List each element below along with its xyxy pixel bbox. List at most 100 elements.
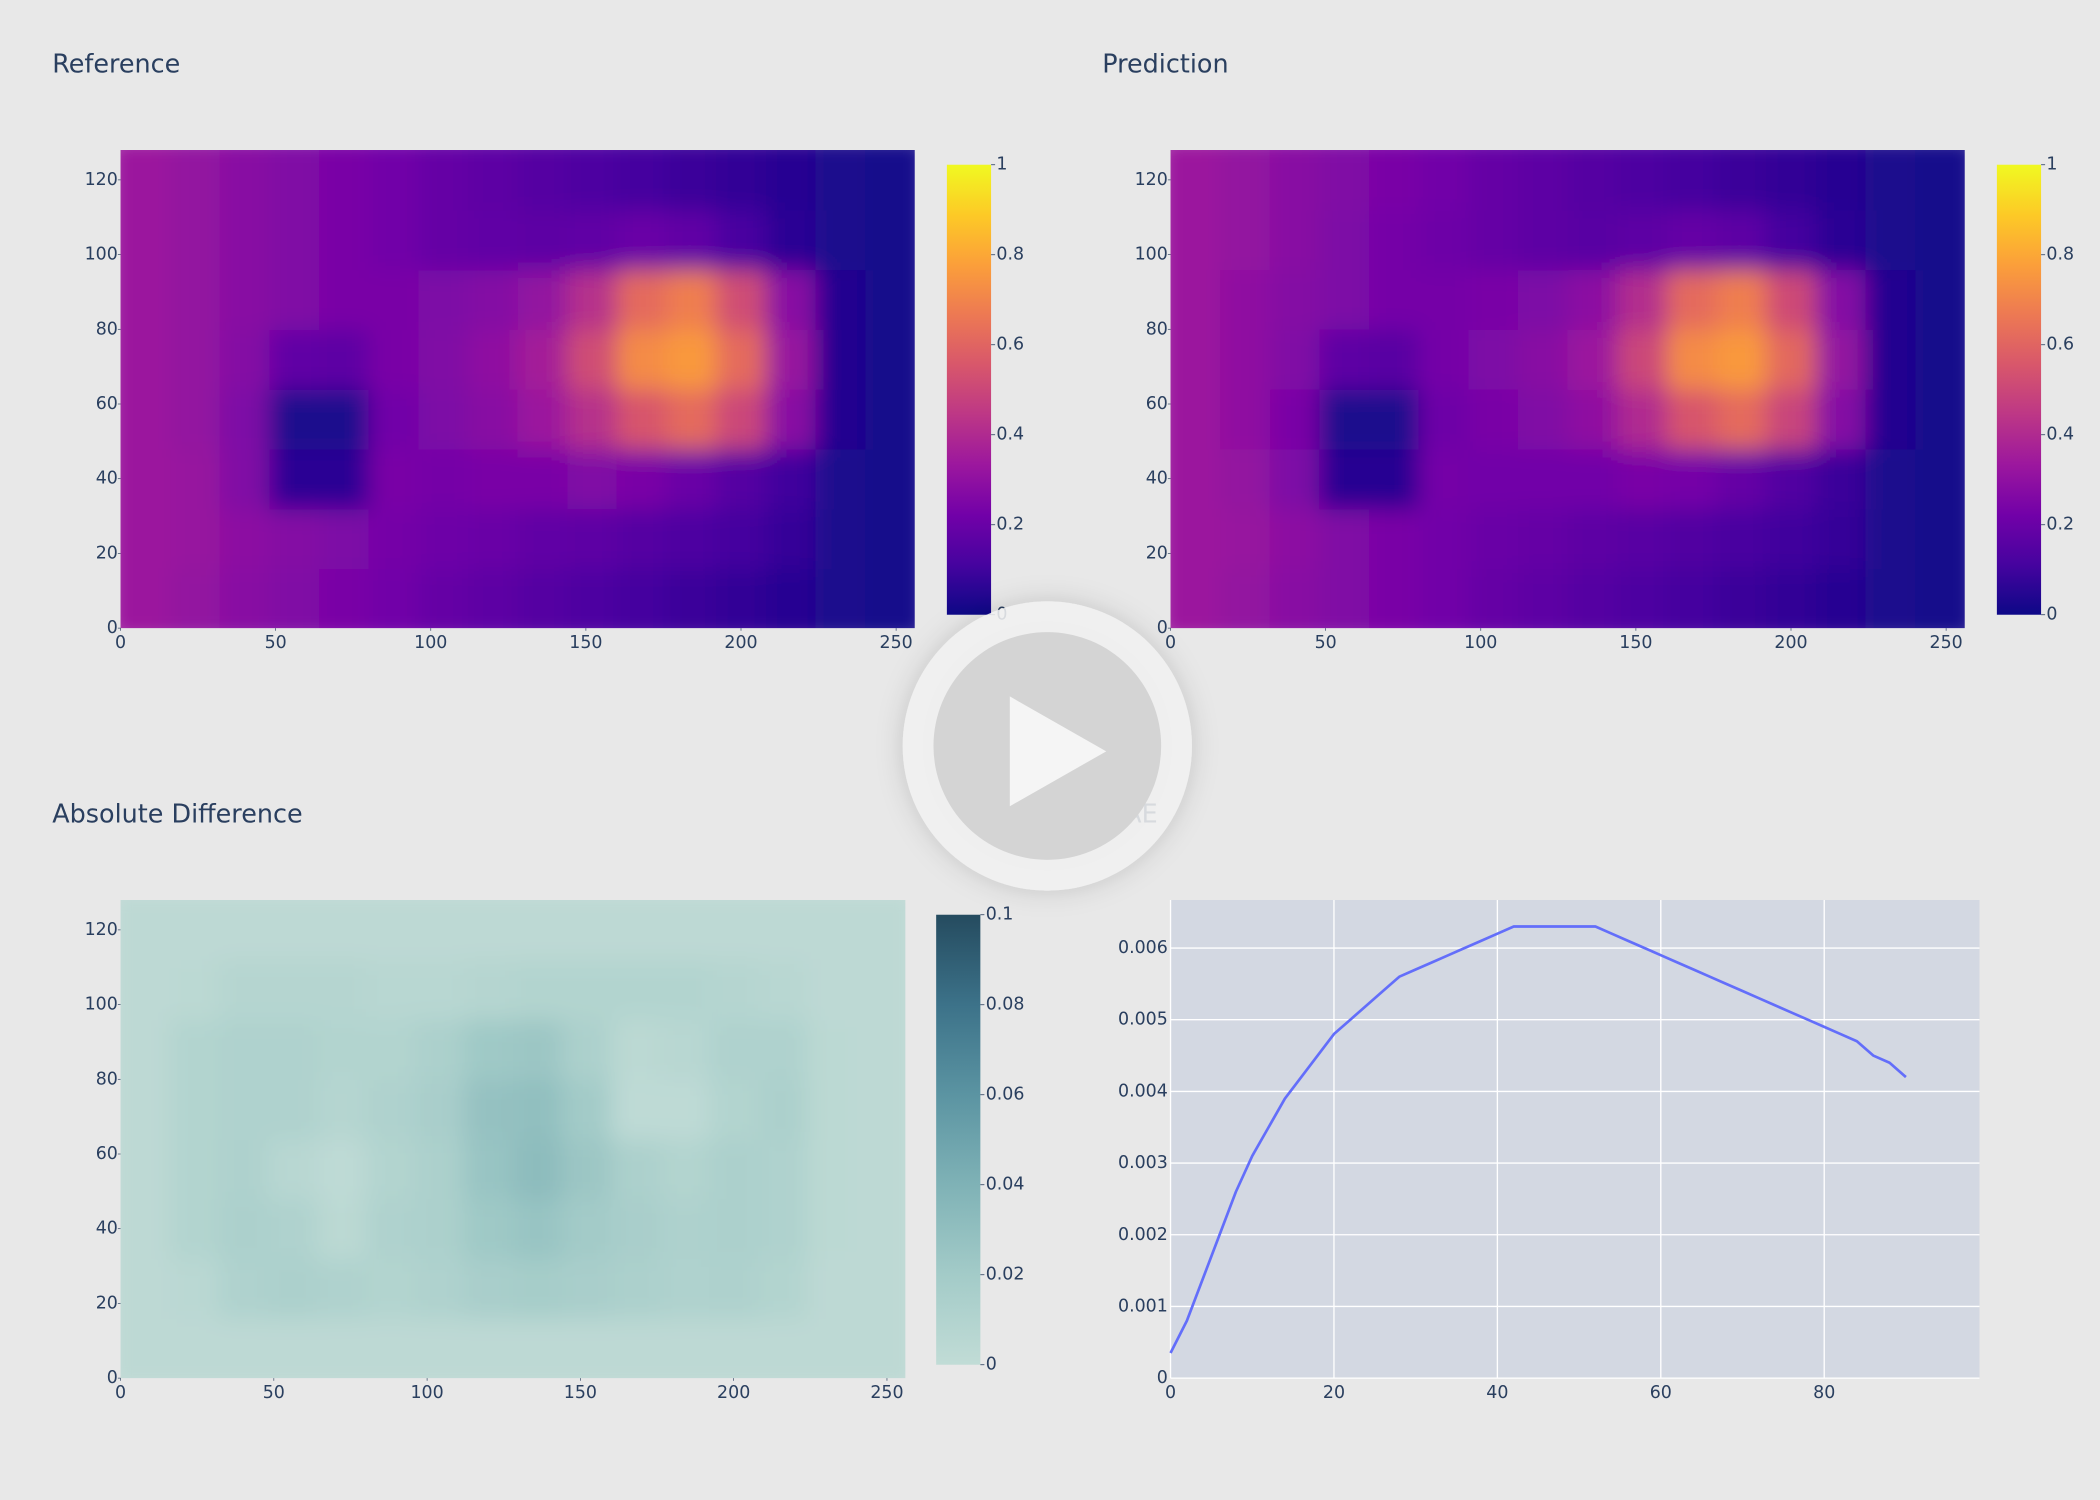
heatmap-cell [611, 1198, 661, 1260]
heatmap-cell [716, 150, 767, 211]
heatmap-cell [1716, 508, 1767, 570]
heatmap-cell [463, 1198, 514, 1260]
x-tick-label: 150 [564, 1383, 597, 1403]
y-tick-label: 0.006 [1118, 938, 1168, 958]
heatmap-cell [1170, 269, 1221, 330]
y-tick-label: 100 [85, 995, 118, 1015]
heatmap-cell [660, 1198, 710, 1260]
heatmap-cell [120, 959, 171, 1021]
heatmap-cell [467, 269, 519, 330]
heatmap-cell [1170, 150, 1221, 211]
y-tick-label: 0.001 [1118, 1296, 1168, 1316]
heatmap-cell [316, 1198, 367, 1260]
heatmap-cell [517, 150, 568, 211]
heatmap-cell [1865, 329, 1916, 390]
colorbar-tick-label: 0.8 [996, 245, 1024, 265]
heatmap-cell [709, 1019, 759, 1080]
x-tick-label: 50 [265, 633, 287, 653]
heatmap-cell [616, 209, 668, 271]
heatmap-cell [169, 1318, 220, 1379]
heatmap-cell [716, 448, 767, 510]
heatmap-cell [219, 209, 271, 271]
heatmap-cell [319, 209, 370, 271]
heatmap-cell [1468, 448, 1519, 510]
heatmap-cell [267, 1258, 318, 1320]
heatmap-cell [1617, 209, 1668, 271]
heatmap-cell [616, 269, 668, 330]
heatmap-cell [1319, 150, 1370, 211]
heatmap-cell [414, 959, 465, 1021]
colorbar-tick-label: 0.2 [2046, 515, 2074, 535]
heatmap-cell [517, 209, 568, 271]
heatmap-cell [1269, 508, 1321, 570]
heatmap-cell [517, 448, 568, 510]
heatmap-cell [319, 329, 370, 390]
subplot: Reference 0 50 100 150 200 250 0 20 40 60 80 100 120 0… [52, 49, 1024, 653]
colorbar-tick-label: 0.8 [2046, 245, 2074, 265]
heatmap-cell [463, 1139, 514, 1200]
heatmap-cell [660, 1258, 710, 1320]
heatmap-cell [467, 150, 519, 211]
heatmap-cell [219, 389, 271, 450]
heatmap-cell [269, 269, 320, 330]
heatmap-cell [758, 1318, 808, 1379]
colorbar [1996, 164, 2042, 615]
heatmap-cell [316, 959, 367, 1021]
heatmap-cell [170, 448, 221, 510]
heatmap-cell [1915, 329, 1965, 390]
heatmap-cell [120, 269, 171, 330]
heatmap-cell [517, 389, 568, 450]
heatmap-cell [120, 1318, 171, 1379]
heatmap-cell [463, 959, 514, 1021]
heatmap-cell [1915, 269, 1965, 330]
heatmap-cell [319, 389, 370, 450]
heatmap-cell [1418, 150, 1470, 211]
heatmap-cell [709, 1258, 759, 1320]
colorbar-tick-label: 0.08 [986, 995, 1025, 1015]
colorbar-tick-label: 0 [2046, 605, 2057, 625]
play-overlay[interactable] [902, 601, 1192, 891]
heatmap-cell [666, 329, 717, 390]
y-tick-label: 0.004 [1118, 1081, 1168, 1101]
heatmap-cell [567, 329, 618, 390]
heatmap-cell [716, 269, 767, 330]
heatmap-cell [567, 269, 618, 330]
heatmap-cell [1567, 508, 1618, 570]
heatmap-cell [856, 1258, 906, 1320]
heatmap-cell [463, 1019, 514, 1080]
heatmap-cell [267, 899, 318, 961]
heatmap-cell [512, 1198, 563, 1260]
heatmap-cell [1220, 150, 1271, 211]
heatmap-cell [269, 389, 320, 450]
heatmap-cell [414, 1079, 465, 1140]
heatmap-cell [269, 150, 320, 211]
heatmap-cell [120, 150, 171, 211]
heatmap-cell [1815, 448, 1867, 510]
heatmap-cell [765, 209, 817, 271]
x-tick-label: 100 [1464, 633, 1497, 653]
heatmap-cell [758, 899, 808, 961]
heatmap-cell [1865, 150, 1916, 211]
x-tick-label: 250 [880, 633, 913, 653]
heatmap-cell [1369, 209, 1420, 271]
heatmap-cell [616, 389, 668, 450]
heatmap-cell [365, 1019, 416, 1080]
heatmap-cell [807, 1258, 857, 1320]
colorbar-tick-label: 0.04 [986, 1175, 1025, 1195]
heatmap-cell [1319, 329, 1370, 390]
heatmap-cell [807, 1019, 857, 1080]
heatmap-cell [414, 1198, 465, 1260]
heatmap-cell [517, 329, 568, 390]
play-icon[interactable] [1009, 696, 1107, 807]
heatmap-cell [1468, 150, 1519, 211]
x-tick-label: 0 [1165, 1383, 1176, 1403]
heatmap-cell [1170, 508, 1221, 570]
heatmap-cell [414, 899, 465, 961]
heatmap-cell [467, 329, 519, 390]
heatmap-cell [1220, 568, 1271, 629]
heatmap-cell [219, 508, 271, 570]
heatmap-cell [561, 1019, 612, 1080]
heatmap-cell [660, 1079, 710, 1140]
heatmap-cell [567, 150, 618, 211]
